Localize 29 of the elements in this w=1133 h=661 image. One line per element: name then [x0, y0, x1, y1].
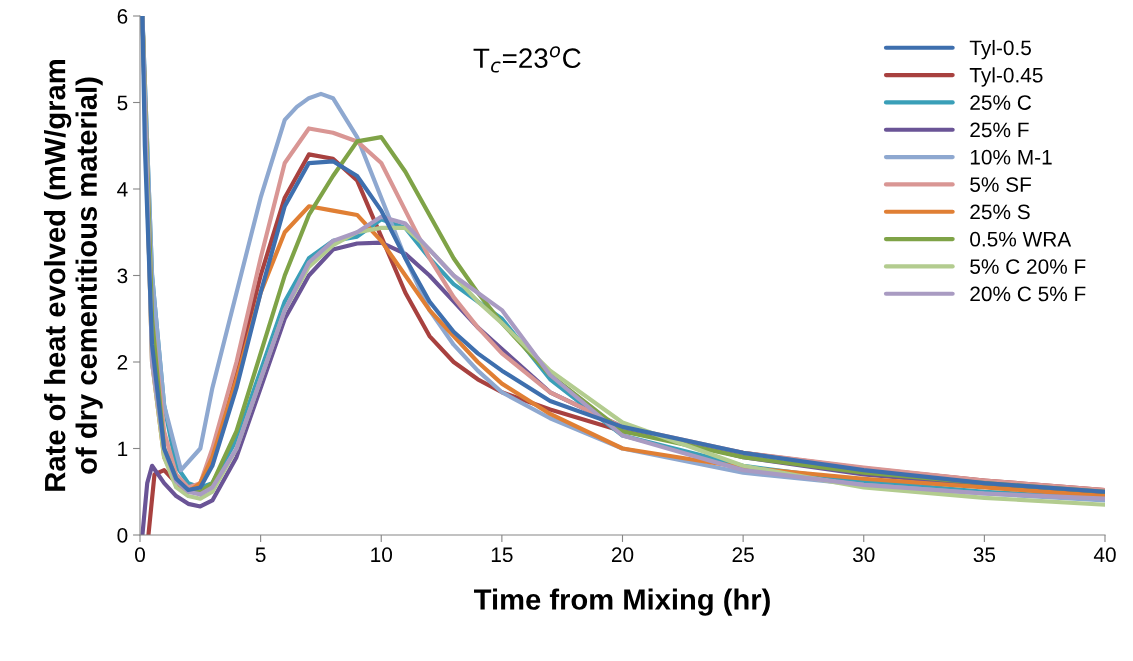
y-tick-label: 4: [117, 182, 128, 197]
x-tick-label: 10: [371, 547, 393, 563]
legend-label: 20% C 5% F: [970, 286, 1086, 302]
x-tick-label: 0: [135, 547, 145, 563]
x-tick-label: 25: [732, 547, 754, 563]
y-tick-label: 1: [118, 441, 128, 457]
legend-label: 25% C: [970, 95, 1032, 110]
x-tick-label: 20: [611, 547, 634, 563]
legend-label: 0.5% WRA: [970, 231, 1072, 247]
x-tick-label: 15: [491, 547, 513, 563]
x-tick-label: 35: [973, 547, 996, 563]
y-tick-label: 3: [117, 268, 128, 284]
y-tick-label: 0: [117, 528, 128, 543]
legend-label: 5% C 20% F: [970, 259, 1086, 274]
x-tick-label: 40: [1093, 547, 1116, 563]
y-axis-title: Rate of heat evolved (mW/gram of dry cementitious material): [43, 60, 103, 491]
legend-label: 5% SF: [970, 177, 1031, 192]
x-axis-title: Time from Mixing (hr): [474, 588, 770, 616]
legend-label: 10% M-1: [970, 149, 1052, 165]
legend-label: 25% S: [970, 204, 1030, 220]
x-tick-label: 5: [255, 547, 266, 563]
y-tick-label: 2: [117, 355, 128, 370]
annotation: T$_{c}$=23$^{o}$C: [473, 46, 581, 73]
legend-label: 25% F: [970, 122, 1029, 138]
legend-label: Tyl-0.45: [969, 67, 1043, 87]
legend-label: Tyl-0.5: [969, 39, 1031, 60]
x-tick-label: 30: [852, 547, 875, 563]
y-tick-label: 5: [117, 95, 128, 111]
y-tick-label: 6: [117, 9, 128, 24]
